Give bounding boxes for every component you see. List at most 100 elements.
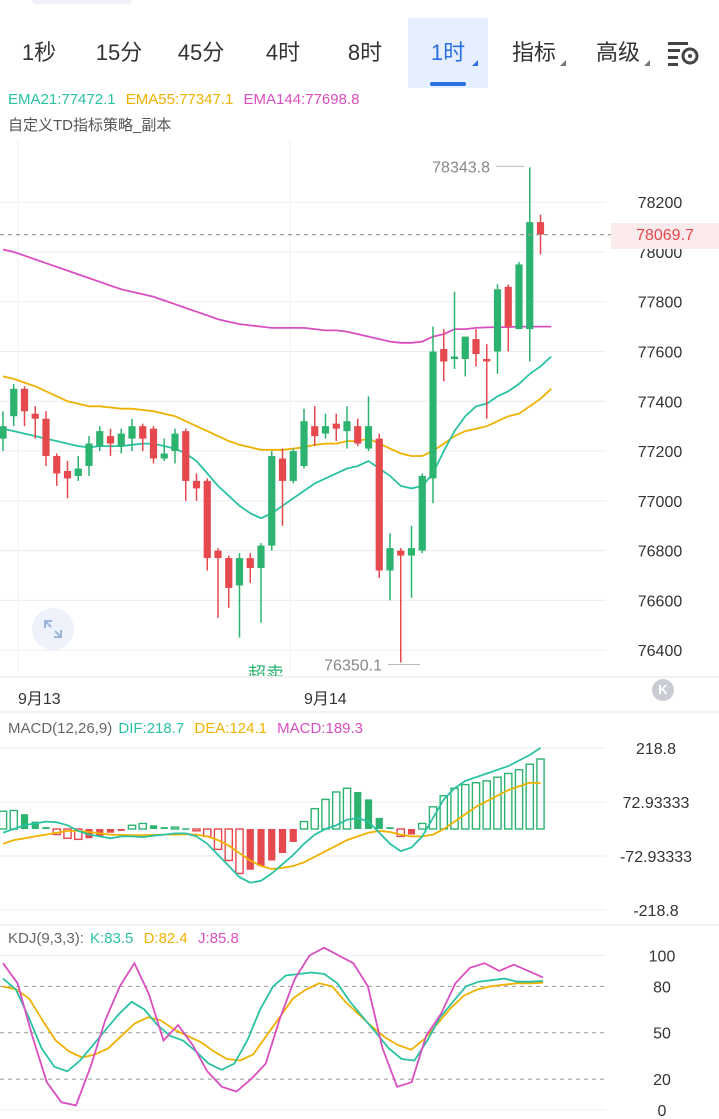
dif-line (2, 747, 541, 884)
kdj-legend: KDJ(9,3,3): K:83.5 D:82.4 J:85.8 (8, 930, 239, 947)
macd-histogram-bar (525, 763, 535, 830)
candle-body (53, 456, 61, 474)
candle-body (278, 458, 287, 481)
candle-body (182, 431, 190, 481)
macd-histogram-bar (106, 829, 115, 833)
candle-body (375, 438, 383, 571)
candle-body (268, 456, 276, 546)
macd-histogram-bar (503, 772, 513, 830)
candle-body (74, 468, 82, 476)
date-label-0: 9月13 (18, 691, 61, 708)
main-legend: EMA21:77472.1 EMA55:77347.1 EMA144:77698… (8, 91, 365, 108)
candle-body (139, 426, 147, 439)
macd-histogram-bar (396, 828, 406, 838)
tab-indicators[interactable]: 指标 (494, 18, 574, 88)
macd-histogram-bar (460, 783, 470, 830)
y-tick-label: 76400 (638, 643, 683, 660)
y-tick-label: 76600 (638, 593, 683, 610)
macd-histogram-bar (514, 769, 524, 830)
macd-histogram-bar (299, 820, 309, 830)
tab-15m[interactable]: 15分 (95, 40, 143, 65)
top-strip (0, 0, 719, 6)
candle-body (246, 558, 254, 568)
dropdown-caret-icon (644, 60, 650, 66)
expand-icon[interactable] (32, 608, 74, 650)
y-tick-label: 77400 (638, 394, 683, 411)
kdj-d-line (2, 981, 544, 1062)
candle-body (483, 358, 491, 362)
oversold-label: 超卖 (248, 664, 284, 676)
candle-body (96, 431, 104, 447)
macd-histogram-bar (192, 828, 201, 832)
macd-histogram-bar (20, 814, 29, 829)
strategy-label: 自定义TD指标策略_副本 (8, 117, 172, 134)
y-tick-label: 77600 (638, 345, 683, 362)
candle-body (418, 475, 426, 551)
candle-body (203, 480, 211, 559)
kline-toggle-icon[interactable]: K (652, 679, 674, 701)
macd-histogram-bar (407, 829, 416, 835)
macd-histogram-bar (268, 829, 276, 861)
candle-body (332, 423, 340, 429)
macd-histogram-bar (0, 810, 8, 830)
ema21-line (2, 355, 552, 520)
macd-histogram-bar (9, 809, 19, 830)
macd-histogram-bar (31, 821, 39, 829)
tab-8h[interactable]: 8时 (347, 40, 383, 65)
macd-histogram-bar (127, 824, 137, 830)
tab-45m[interactable]: 45分 (177, 40, 225, 65)
candle-body (450, 356, 459, 359)
drag-handle[interactable] (32, 0, 132, 4)
candle-body (515, 264, 523, 330)
candle-body (504, 286, 512, 327)
macd-histogram-bar (182, 828, 190, 830)
ema144-legend: EMA144:77698.8 (243, 91, 360, 108)
candle-body (106, 436, 115, 444)
timeframe-tabs: 1秒 15分 45分 4时 8时 1时 指标 高级 (0, 18, 719, 88)
candle-body (257, 545, 265, 568)
y-tick-label: 77000 (638, 494, 683, 511)
macd-histogram-bar (364, 799, 373, 829)
dea-line (2, 781, 541, 870)
kdj-y-tick-label: 100 (649, 948, 676, 965)
candle-body (354, 426, 362, 444)
macd-histogram-bar (85, 829, 93, 839)
candle-body (128, 426, 136, 439)
dropdown-caret-icon (560, 60, 566, 66)
candle-body (31, 413, 39, 419)
candle-body (429, 351, 437, 479)
macd-histogram-bar (63, 828, 72, 839)
macd-histogram-bar (42, 827, 50, 829)
tab-advanced[interactable]: 高级 (578, 18, 658, 88)
macd-y-tick-label: 218.8 (636, 741, 676, 758)
macd-histogram-bar (149, 825, 158, 829)
candle-body (526, 222, 534, 330)
date-label-1: 9月14 (304, 691, 347, 708)
active-tab-indicator (430, 82, 466, 86)
candle-body (0, 426, 7, 439)
candle-body (536, 222, 545, 235)
chart-settings-icon[interactable] (664, 36, 704, 72)
kdj-y-tick-label: 0 (658, 1103, 667, 1119)
tab-1s[interactable]: 1秒 (21, 40, 57, 65)
candle-body (321, 426, 330, 434)
macd-histogram-bar (428, 806, 438, 830)
candle-body (289, 451, 297, 481)
candle-body (10, 388, 18, 417)
tab-1h[interactable]: 1时 (408, 18, 488, 88)
kdj-k-line (2, 971, 544, 1073)
kdj-j-line (2, 946, 544, 1107)
macd-histogram-bar (417, 822, 427, 830)
macd-histogram-bar (536, 758, 545, 830)
candle-body (461, 336, 469, 359)
macd-histogram-bar (375, 817, 383, 829)
macd-histogram-bar (160, 827, 168, 829)
candle-body (171, 433, 179, 452)
macd-histogram-bar (138, 822, 148, 830)
macd-y-tick-label: 72.93333 (623, 795, 690, 812)
y-tick-label: 78200 (638, 195, 683, 212)
macd-histogram-bar (331, 791, 341, 830)
macd-histogram-bar (482, 780, 492, 830)
tab-4h[interactable]: 4时 (265, 40, 301, 65)
